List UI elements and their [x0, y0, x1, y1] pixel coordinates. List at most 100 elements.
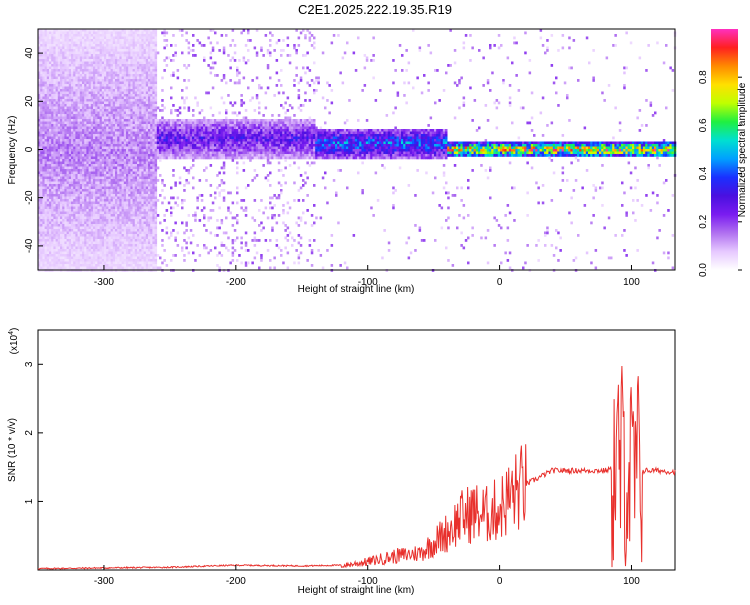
spectrogram-cell: [97, 251, 100, 255]
spectrogram-cell: [49, 191, 52, 195]
spectrogram-cell: [49, 179, 52, 182]
spectrogram-cell: [62, 226, 65, 230]
spectrogram-cell: [42, 171, 45, 175]
spectrogram-cell: [93, 224, 96, 227]
spectrogram-cell: [71, 191, 74, 195]
spectrogram-cell: [104, 224, 107, 227]
spectrogram-cell: [148, 244, 151, 247]
spectrogram-cell: [64, 144, 67, 147]
spectrogram-cell: [99, 221, 103, 225]
spectrogram-cell: [77, 94, 81, 97]
spectrogram-cell: [71, 49, 74, 52]
spectrogram-cell: [64, 94, 67, 97]
spectrogram-cell: [128, 149, 131, 152]
spectrogram-cell: [79, 136, 83, 140]
spectrogram-cell: [42, 179, 45, 182]
spectrogram-cell: [84, 251, 87, 255]
spectrogram-cell: [99, 139, 103, 142]
spectrogram-cell: [148, 44, 151, 47]
spectrogram-cell: [150, 89, 153, 92]
spectrogram-cell: [93, 184, 96, 187]
spectrogram-cell: [93, 31, 96, 35]
spectrogram-cell: [90, 236, 94, 240]
spectrogram-cell: [99, 191, 103, 195]
spectrogram-cell: [71, 176, 74, 180]
spectrogram-cell: [121, 96, 125, 100]
spectrogram-cell: [121, 264, 125, 267]
spectrogram-cell: [121, 74, 125, 77]
spectrogram-cell: [126, 201, 129, 205]
spectrogram-cell: [51, 189, 54, 192]
spectrogram-cell: [64, 221, 67, 225]
spectrogram-cell: [141, 116, 144, 120]
spectrogram-cell: [115, 161, 118, 165]
spectrogram-cell: [66, 256, 70, 260]
spectrogram-cell: [101, 236, 105, 240]
spectrogram-cell: [139, 96, 142, 100]
spectrogram-cell: [82, 251, 85, 255]
spectrogram-cell: [51, 159, 54, 162]
spectrogram-cell: [112, 214, 116, 217]
spectrogram-cell: [150, 136, 153, 140]
spectrogram-cell: [110, 29, 114, 32]
spectrogram-cell: [71, 189, 74, 192]
spectrogram-cell: [64, 36, 67, 40]
spectrogram-cell: [119, 204, 122, 207]
spectrogram-cell: [68, 166, 72, 170]
spectrogram-cell: [66, 39, 70, 42]
spectrogram-cell: [112, 144, 116, 147]
spectrogram-cell: [141, 129, 144, 132]
spectrogram-cell: [137, 169, 140, 172]
spectrogram-cell: [141, 56, 144, 60]
spectrogram-cell: [82, 169, 85, 172]
spectrogram-cell: [134, 234, 138, 237]
spectrogram-cell: [40, 89, 43, 92]
spectrogram-cell: [119, 124, 122, 127]
spectrogram-cell: [139, 79, 142, 82]
spectrogram-cell: [64, 241, 67, 245]
spectrogram-cell: [123, 64, 127, 67]
spectrogram-cell: [128, 119, 131, 122]
spectrogram-cell: [68, 209, 72, 212]
spectrogram-cell: [82, 69, 85, 72]
spectrogram-cell: [44, 171, 48, 175]
spectrogram-cell: [148, 69, 151, 72]
spectrogram-cell: [53, 256, 56, 260]
spectrogram-cell: [93, 194, 96, 197]
spectrogram-cell: [42, 234, 45, 237]
spectrogram-cell: [62, 159, 65, 162]
spectrogram-cell: [62, 111, 65, 115]
spectrogram-cell: [38, 99, 41, 102]
spectrogram-cell: [42, 76, 45, 80]
spectrogram-cell: [132, 94, 136, 97]
spectrogram-cell: [71, 61, 74, 65]
spectrogram-cell: [148, 234, 151, 237]
spectrogram-cell: [49, 264, 52, 267]
spectrogram-cell: [126, 211, 129, 215]
spectrogram-cell: [60, 244, 63, 247]
spectrogram-cell: [42, 46, 45, 50]
spectrogram-cell: [88, 256, 92, 260]
spectrogram-cell: [84, 224, 87, 227]
spectrogram-cell: [115, 214, 118, 217]
spectrogram-cell: [93, 151, 96, 155]
spectrogram-cell: [75, 266, 78, 270]
spectrogram-cell: [44, 89, 48, 92]
spectrogram-cell: [141, 256, 144, 260]
spectrogram-cell: [68, 29, 72, 32]
spectrogram-cell: [137, 136, 140, 140]
spectrogram-cell: [84, 44, 87, 47]
spectrogram-cell: [148, 204, 151, 207]
spectrogram-cell: [112, 246, 116, 250]
spectrogram-cell: [57, 94, 61, 97]
spectrogram-cell: [86, 114, 89, 117]
spectrogram-cell: [86, 256, 89, 260]
spectrogram-cell: [88, 214, 92, 217]
spectrogram-cell: [86, 266, 89, 270]
spectrogram-cell: [104, 41, 107, 45]
spectrogram-cell: [108, 224, 111, 227]
spectrogram-cell: [137, 256, 140, 260]
spectrogram-cell: [66, 109, 70, 112]
spectrogram-cell: [126, 259, 129, 262]
spectrogram-cell: [112, 131, 116, 135]
